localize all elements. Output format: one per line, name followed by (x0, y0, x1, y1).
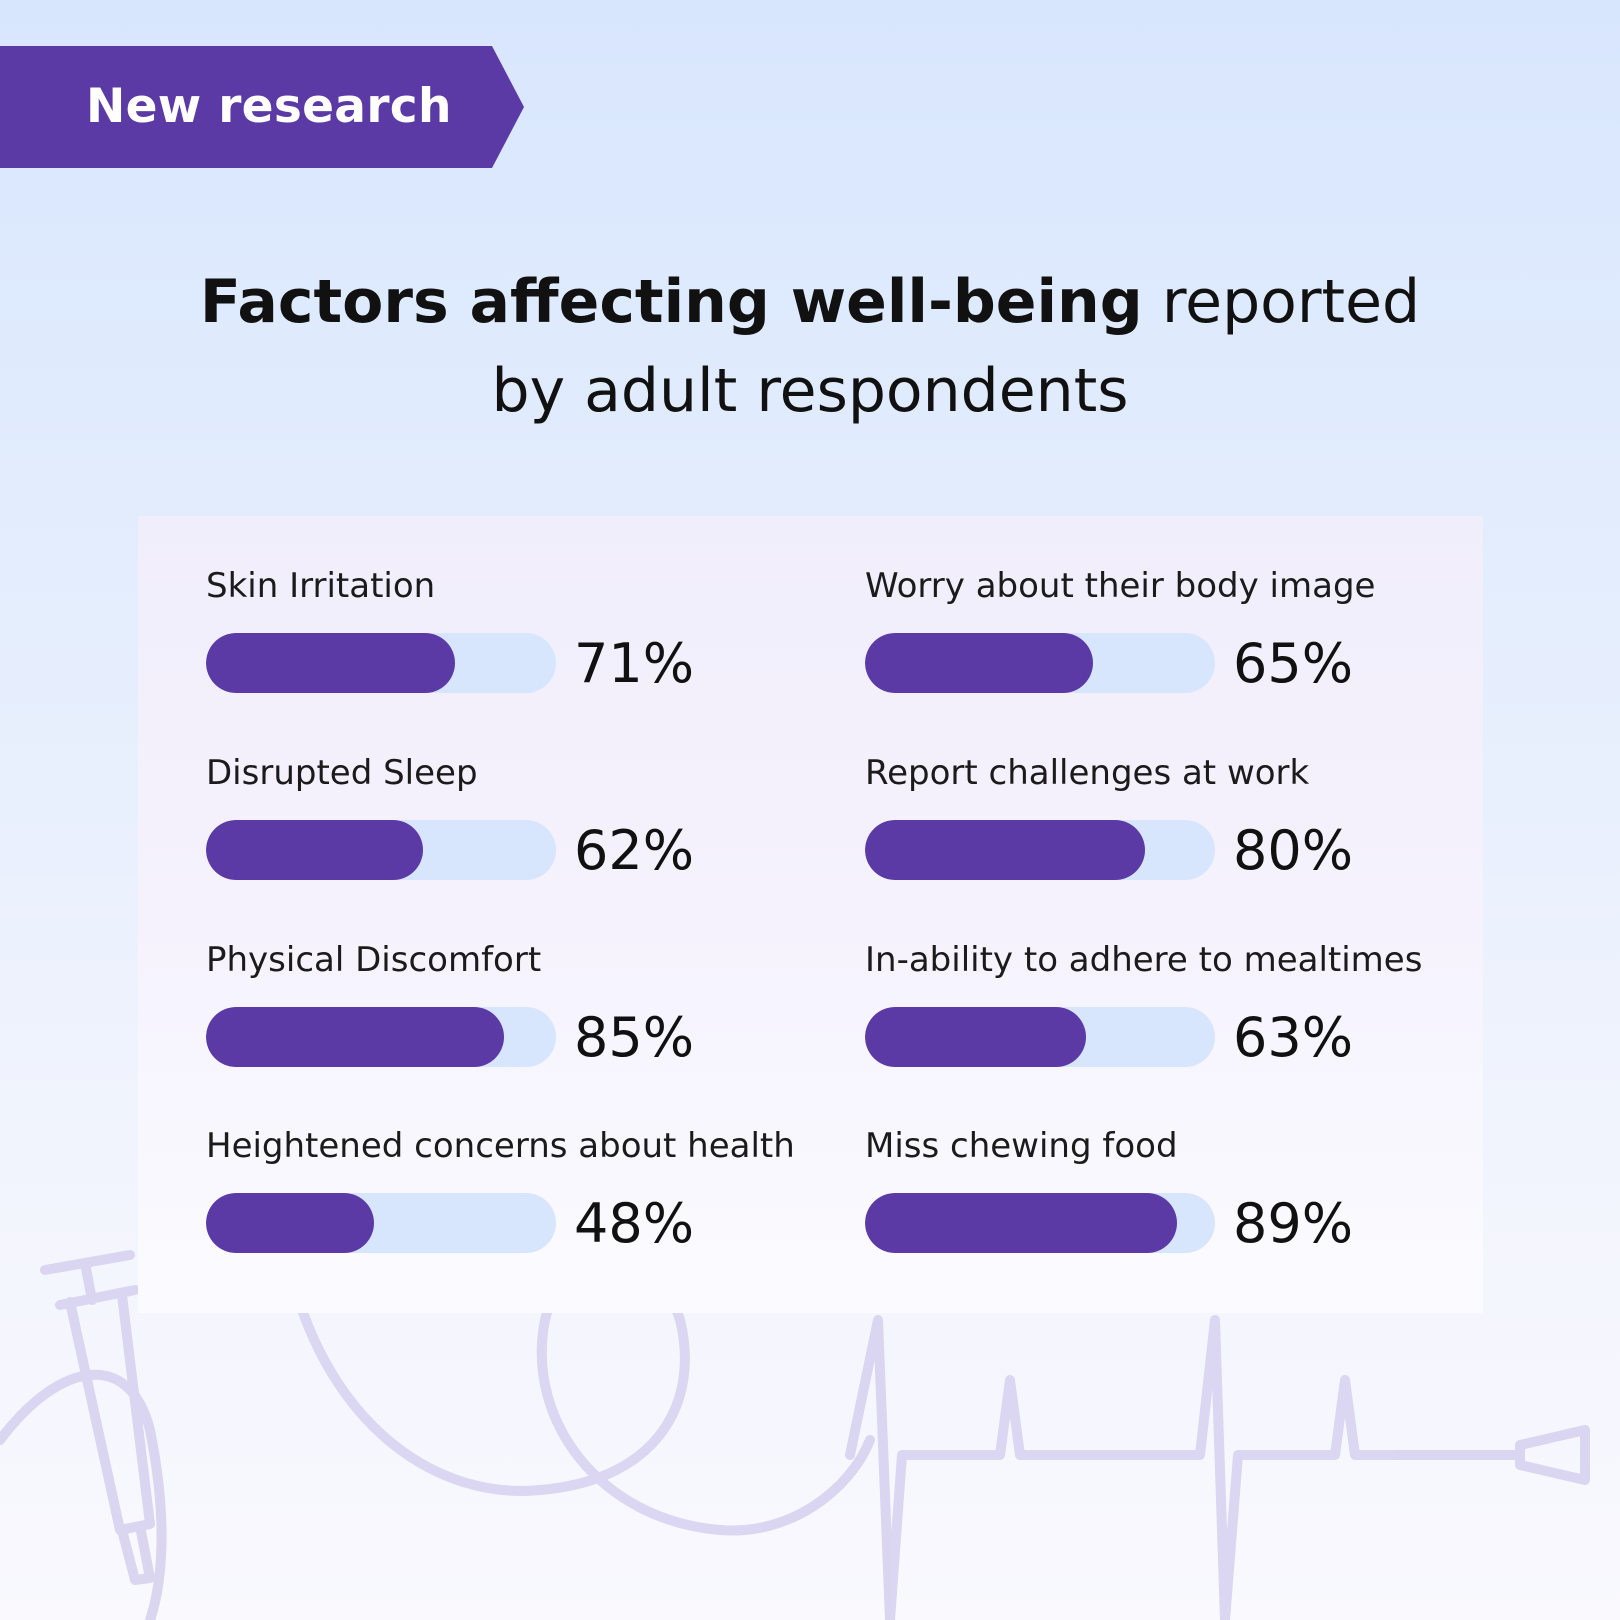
bar-fill (865, 1193, 1177, 1253)
bar-fill (206, 820, 423, 880)
bar-label: Heightened concerns about health (206, 1126, 795, 1166)
bar-track (206, 1193, 556, 1253)
page-title: Factors affecting well-being reported by… (0, 258, 1620, 436)
bar-value-label: 63% (1233, 1006, 1354, 1069)
badge-label: New research (86, 79, 452, 134)
bar-value-label: 65% (1233, 632, 1354, 695)
heartbeat-line-illustration (845, 1315, 1525, 1620)
bar-label: Skin Irritation (206, 566, 436, 606)
bar-item-health-concerns: Heightened concerns about health 48% (206, 1126, 846, 1266)
bar-track (206, 1007, 556, 1067)
bar-fill (206, 633, 455, 693)
bar-item-disrupted-sleep: Disrupted Sleep 62% (206, 753, 846, 893)
bar-track (865, 1007, 1215, 1067)
bar-track (206, 633, 556, 693)
bar-label: Miss chewing food (865, 1126, 1178, 1166)
bar-fill (206, 1007, 504, 1067)
bar-value-label: 85% (574, 1006, 695, 1069)
bar-item-skin-irritation: Skin Irritation 71% (206, 566, 846, 706)
bar-track (865, 1193, 1215, 1253)
connector-illustration (1515, 1425, 1590, 1485)
bar-item-physical-discomfort: Physical Discomfort 85% (206, 940, 846, 1080)
title-line2: by adult respondents (491, 356, 1129, 426)
results-card: Skin Irritation 71% Disrupted Sleep 62% … (138, 516, 1483, 1313)
bar-label: Physical Discomfort (206, 940, 542, 980)
bar-value-label: 48% (574, 1192, 695, 1255)
bar-fill (206, 1193, 374, 1253)
bar-track (865, 820, 1215, 880)
bar-value-label: 62% (574, 819, 695, 882)
bar-label: In-ability to adhere to mealtimes (865, 940, 1423, 980)
bar-fill (865, 820, 1145, 880)
bar-fill (865, 1007, 1086, 1067)
syringe-illustration (40, 1250, 155, 1585)
bar-item-chewing-food: Miss chewing food 89% (865, 1126, 1505, 1266)
bar-value-label: 80% (1233, 819, 1354, 882)
bar-item-work-challenges: Report challenges at work 80% (865, 753, 1505, 893)
badge-shape (0, 46, 524, 168)
bar-value-label: 89% (1233, 1192, 1354, 1255)
bar-label: Disrupted Sleep (206, 753, 478, 793)
bar-item-body-image: Worry about their body image 65% (865, 566, 1505, 706)
bar-value-label: 71% (574, 632, 695, 695)
new-research-badge: New research (0, 46, 524, 168)
bar-fill (865, 633, 1093, 693)
bar-track (206, 820, 556, 880)
bar-track (865, 633, 1215, 693)
title-rest: reported (1161, 267, 1421, 337)
bar-label: Report challenges at work (865, 753, 1310, 793)
title-bold: Factors affecting well-being (199, 267, 1143, 337)
bar-label: Worry about their body image (865, 566, 1376, 606)
bar-item-mealtimes: In-ability to adhere to mealtimes 63% (865, 940, 1505, 1080)
